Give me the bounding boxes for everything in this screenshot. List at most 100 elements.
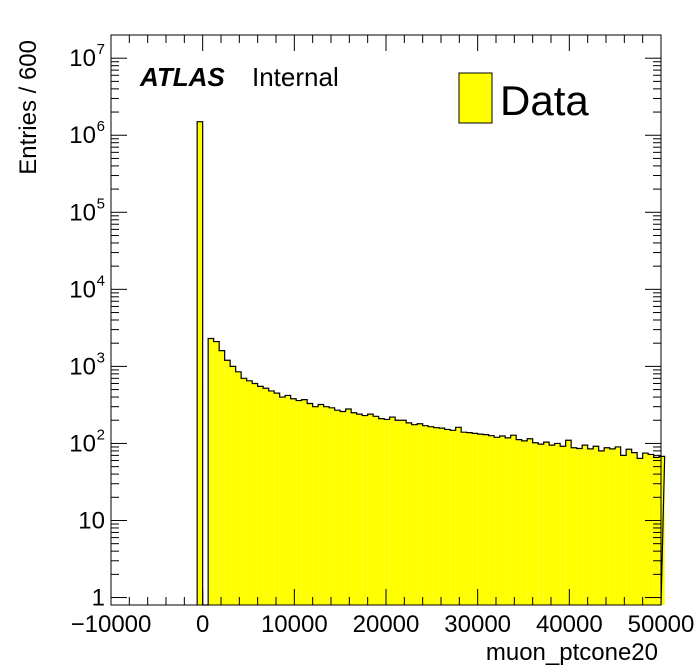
x-tick-label: 10000 bbox=[261, 611, 328, 638]
legend: Data bbox=[458, 72, 589, 124]
histogram-bin bbox=[362, 415, 368, 605]
histogram-bin bbox=[582, 445, 588, 605]
histogram-bin bbox=[620, 455, 627, 605]
histogram-bin bbox=[560, 446, 566, 605]
histogram-bin bbox=[395, 420, 401, 605]
histogram-bin bbox=[604, 447, 610, 605]
legend-label: Data bbox=[500, 77, 589, 124]
histogram-bin bbox=[235, 371, 242, 605]
histogram-bin bbox=[406, 422, 412, 605]
histogram-bin bbox=[461, 432, 467, 605]
histogram-bin bbox=[257, 386, 264, 605]
x-tick-label: 0 bbox=[196, 611, 209, 638]
histogram-bin bbox=[598, 450, 605, 605]
histogram-bin bbox=[527, 438, 533, 605]
histogram-bin bbox=[213, 341, 220, 605]
histogram-bin bbox=[626, 449, 632, 605]
histogram-bin bbox=[290, 398, 297, 605]
histogram-bin bbox=[246, 380, 253, 605]
histogram-bin bbox=[499, 435, 506, 605]
histogram-bin bbox=[428, 426, 434, 605]
histogram-bin bbox=[505, 437, 511, 605]
histogram-bin bbox=[450, 430, 456, 605]
histogram-bin bbox=[549, 445, 555, 605]
histogram-bin bbox=[637, 458, 643, 605]
histogram-bin bbox=[301, 399, 308, 605]
histogram-bin bbox=[554, 443, 561, 605]
histogram-bin bbox=[219, 350, 225, 605]
histogram-bin bbox=[263, 388, 269, 605]
histogram-bin bbox=[593, 446, 599, 605]
y-tick-label: 10 bbox=[69, 45, 96, 72]
atlas-label-bold: ATLAS bbox=[139, 62, 225, 92]
histogram-bin bbox=[197, 121, 203, 606]
y-tick-label: 10 bbox=[69, 276, 96, 303]
histogram-bin bbox=[384, 419, 390, 605]
histogram-bin bbox=[411, 424, 418, 605]
histogram-bin bbox=[659, 456, 665, 605]
x-axis-label: muon_ptcone20 bbox=[486, 639, 658, 666]
histogram-bin bbox=[400, 420, 407, 605]
histogram-bin bbox=[433, 427, 440, 605]
y-tick-label-exponent: 6 bbox=[97, 118, 105, 135]
histogram-bin bbox=[538, 444, 544, 605]
atlas-label: ATLAS Internal bbox=[139, 62, 339, 92]
y-tick-label-exponent: 5 bbox=[97, 195, 105, 212]
legend-swatch bbox=[458, 72, 493, 124]
x-tick-label: 30000 bbox=[444, 611, 511, 638]
histogram-bin bbox=[532, 442, 539, 605]
y-axis-label: Entries / 600 bbox=[15, 40, 42, 175]
y-tick-label: 10 bbox=[69, 430, 96, 457]
plot-frame bbox=[110, 34, 662, 606]
histogram-bin bbox=[389, 417, 396, 605]
histogram-bin bbox=[444, 429, 451, 605]
y-tick-label: 1 bbox=[92, 585, 105, 612]
histogram-bin bbox=[642, 453, 649, 605]
y-tick-label-exponent: 2 bbox=[97, 426, 105, 443]
histogram-bin bbox=[378, 418, 385, 605]
histogram-bin bbox=[587, 448, 594, 605]
histogram-bin bbox=[252, 383, 258, 605]
histogram-bin bbox=[285, 395, 291, 605]
histogram-bin bbox=[230, 366, 236, 605]
histogram-bin bbox=[653, 457, 660, 605]
histogram-bin bbox=[345, 408, 352, 605]
histogram-bin bbox=[208, 338, 214, 605]
histogram-outline bbox=[196, 121, 666, 606]
histogram-bin bbox=[417, 423, 423, 605]
histogram-bin bbox=[631, 452, 638, 605]
histogram-bin bbox=[268, 390, 275, 605]
y-tick-label-exponent: 3 bbox=[97, 349, 105, 366]
histogram-bin bbox=[356, 414, 363, 605]
histogram-bin bbox=[483, 434, 489, 605]
histogram-bin bbox=[466, 432, 473, 605]
x-tick-label: −10000 bbox=[71, 611, 152, 638]
histogram-bin bbox=[323, 406, 330, 605]
histogram-bars bbox=[196, 121, 666, 606]
histogram-bin bbox=[367, 414, 374, 605]
histogram-bin bbox=[274, 393, 280, 605]
x-tick-label: 50000 bbox=[628, 611, 695, 638]
histogram-bin bbox=[329, 407, 335, 605]
histogram-bin bbox=[510, 435, 517, 605]
y-tick-label: 10 bbox=[69, 353, 96, 380]
histogram-bin bbox=[373, 416, 379, 605]
histogram-bin bbox=[351, 412, 357, 605]
histogram-bin bbox=[488, 435, 495, 605]
histogram-bin bbox=[224, 360, 231, 605]
histogram-bin bbox=[340, 411, 346, 605]
x-tick-label: 40000 bbox=[536, 611, 603, 638]
x-tick-label: 20000 bbox=[353, 611, 420, 638]
histogram-bin bbox=[312, 406, 319, 605]
histogram-bin bbox=[615, 446, 621, 605]
histogram-bin bbox=[279, 397, 286, 605]
y-tick-label: 10 bbox=[69, 122, 96, 149]
atlas-label-status: Internal bbox=[252, 62, 339, 92]
histogram-bin bbox=[472, 433, 478, 605]
y-tick-label-exponent: 7 bbox=[97, 41, 105, 58]
histogram-bin bbox=[494, 437, 500, 605]
histogram-bin bbox=[422, 425, 429, 605]
histogram-bin bbox=[576, 448, 583, 605]
histogram-bin bbox=[307, 403, 313, 605]
